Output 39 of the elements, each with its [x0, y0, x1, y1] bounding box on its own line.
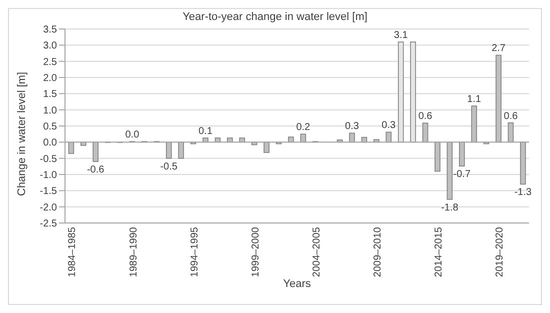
data-label: 0.1 — [198, 126, 213, 137]
y-axis-title: Change in water level [m] — [16, 72, 28, 196]
data-label: 3.1 — [394, 30, 408, 41]
y-tick-label: -2.0 — [40, 202, 58, 214]
y-tick-label: -1.0 — [40, 170, 58, 182]
data-label: 0.6 — [504, 110, 518, 122]
y-tick-label: -2.5 — [40, 218, 58, 230]
data-label: 0.3 — [345, 121, 360, 132]
chart-title: Year-to-year change in water level [m] — [182, 11, 368, 23]
data-label: 0.0 — [125, 130, 140, 141]
y-tick-label: 0.5 — [43, 122, 58, 133]
y-tick-label: -0.5 — [40, 154, 58, 165]
y-tick-label: 3.0 — [43, 40, 58, 52]
data-label: -1.3 — [514, 187, 532, 198]
data-label: 0.2 — [296, 122, 311, 134]
y-tick-label: 3.5 — [43, 24, 58, 36]
x-tick-label: 1989–1990 — [128, 226, 140, 278]
x-tick-label: 2004–2005 — [311, 226, 322, 278]
data-label: -0.6 — [86, 164, 105, 176]
y-tick-label: 2.0 — [43, 73, 58, 84]
data-label: 0.6 — [418, 111, 433, 122]
y-tick-label: 1.0 — [43, 105, 58, 116]
x-tick-label: 1994–1995 — [189, 226, 200, 278]
x-tick-label: 2009–2010 — [372, 226, 384, 278]
x-axis-title: Years — [283, 278, 312, 290]
x-tick-label: 1999–2000 — [250, 226, 262, 278]
data-label: -0.5 — [160, 161, 178, 172]
data-label: 1.1 — [467, 94, 482, 105]
y-tick-label: -1.5 — [40, 186, 58, 198]
data-label: -1.8 — [441, 202, 459, 214]
x-tick-label: 2014–2015 — [434, 226, 445, 278]
x-tick-label: 1984–1985 — [67, 226, 78, 278]
data-label: -0.7 — [453, 169, 471, 180]
y-tick-label: 0.0 — [43, 138, 58, 149]
y-tick-label: 2.5 — [43, 56, 58, 68]
y-tick-label: 1.5 — [43, 89, 58, 100]
x-tick-label: 2019–2020 — [494, 226, 506, 278]
data-label: 2.7 — [492, 43, 506, 54]
data-label: 0.3 — [382, 120, 396, 132]
